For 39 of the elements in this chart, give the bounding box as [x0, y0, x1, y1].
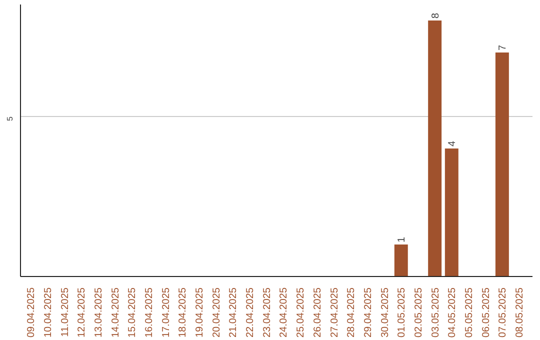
x-tick-label: 20.04.2025: [211, 287, 222, 338]
x-tick-label: 16.04.2025: [144, 287, 155, 338]
bar: [495, 52, 509, 276]
x-tick-label: 09.04.2025: [26, 287, 38, 338]
data-label: 7: [498, 44, 509, 50]
x-tick-label: 19.04.2025: [194, 287, 206, 338]
bar: [428, 20, 442, 276]
x-tick-label: 07.05.2025: [498, 287, 509, 338]
x-tick-label: 08.05.2025: [514, 287, 526, 338]
x-tick-label: 22.04.2025: [245, 287, 256, 338]
x-tick-label: 27.04.2025: [329, 287, 340, 338]
x-tick-label: 13.04.2025: [93, 287, 104, 338]
x-tick-label: 28.04.2025: [346, 287, 358, 338]
data-label: 4: [447, 140, 458, 146]
x-tick-label: 11.04.2025: [60, 287, 71, 337]
x-tick-label: 25.04.2025: [296, 287, 307, 338]
x-tick-label: 23.04.2025: [262, 287, 273, 338]
x-tick-label: 12.04.2025: [76, 287, 88, 338]
x-tick-label: 29.04.2025: [362, 287, 374, 338]
x-tick-label: 02.05.2025: [413, 287, 424, 338]
y-tick-label: 5: [6, 116, 14, 121]
x-tick-label: 14.04.2025: [110, 287, 122, 338]
bar: [394, 244, 408, 276]
x-tick-label: 17.04.2025: [160, 287, 172, 338]
x-tick-label: 26.04.2025: [312, 287, 324, 338]
x-tick-label: 06.05.2025: [480, 287, 492, 338]
x-tick-label: 01.05.2025: [396, 287, 408, 338]
data-label: 1: [396, 236, 408, 242]
x-tick-label: 03.05.2025: [430, 287, 442, 338]
x-tick-label: 10.04.2025: [42, 287, 54, 338]
data-label: 8: [430, 12, 442, 18]
bar: [444, 148, 458, 276]
x-tick-label: 21.04.2025: [228, 287, 240, 338]
x-tick-label: 18.04.2025: [178, 287, 189, 338]
x-tick-label: 30.04.2025: [380, 287, 391, 338]
x-tick-label: 05.05.2025: [464, 287, 475, 338]
x-tick-label: 15.04.2025: [127, 287, 138, 338]
x-tick-label: 24.04.2025: [278, 287, 290, 338]
x-tick-label: 04.05.2025: [447, 287, 458, 338]
